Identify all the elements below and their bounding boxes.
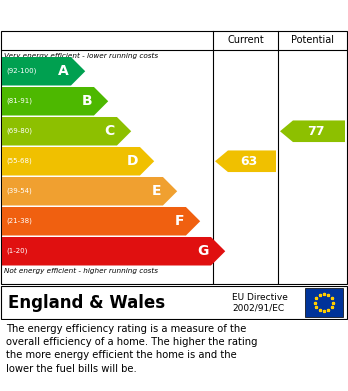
- Text: EU Directive: EU Directive: [232, 293, 288, 302]
- Polygon shape: [2, 147, 154, 176]
- Bar: [305, 288, 343, 317]
- Text: G: G: [198, 244, 209, 258]
- Text: C: C: [105, 124, 115, 138]
- Text: 2002/91/EC: 2002/91/EC: [232, 303, 284, 312]
- Text: Energy Efficiency Rating: Energy Efficiency Rating: [9, 7, 219, 23]
- Text: (81-91): (81-91): [6, 98, 32, 104]
- Text: F: F: [174, 214, 184, 228]
- Polygon shape: [2, 117, 131, 145]
- Text: Not energy efficient - higher running costs: Not energy efficient - higher running co…: [4, 268, 158, 274]
- Text: 77: 77: [307, 125, 324, 138]
- Text: England & Wales: England & Wales: [8, 294, 165, 312]
- Text: Potential: Potential: [291, 35, 334, 45]
- Polygon shape: [2, 237, 225, 265]
- Polygon shape: [2, 57, 85, 86]
- Text: (1-20): (1-20): [6, 248, 27, 255]
- Text: B: B: [81, 94, 92, 108]
- Text: (55-68): (55-68): [6, 158, 32, 165]
- Polygon shape: [2, 87, 108, 115]
- Text: 63: 63: [240, 155, 258, 168]
- Polygon shape: [215, 151, 276, 172]
- Text: (39-54): (39-54): [6, 188, 32, 194]
- Text: (92-100): (92-100): [6, 68, 37, 75]
- Text: (69-80): (69-80): [6, 128, 32, 135]
- Text: (21-38): (21-38): [6, 218, 32, 224]
- Text: A: A: [58, 64, 69, 78]
- Text: The energy efficiency rating is a measure of the
overall efficiency of a home. T: The energy efficiency rating is a measur…: [6, 324, 258, 373]
- Polygon shape: [2, 207, 200, 235]
- Polygon shape: [2, 177, 177, 206]
- Text: Very energy efficient - lower running costs: Very energy efficient - lower running co…: [4, 53, 158, 59]
- Text: E: E: [151, 184, 161, 198]
- Text: Current: Current: [227, 35, 264, 45]
- Polygon shape: [280, 120, 345, 142]
- Text: D: D: [126, 154, 138, 168]
